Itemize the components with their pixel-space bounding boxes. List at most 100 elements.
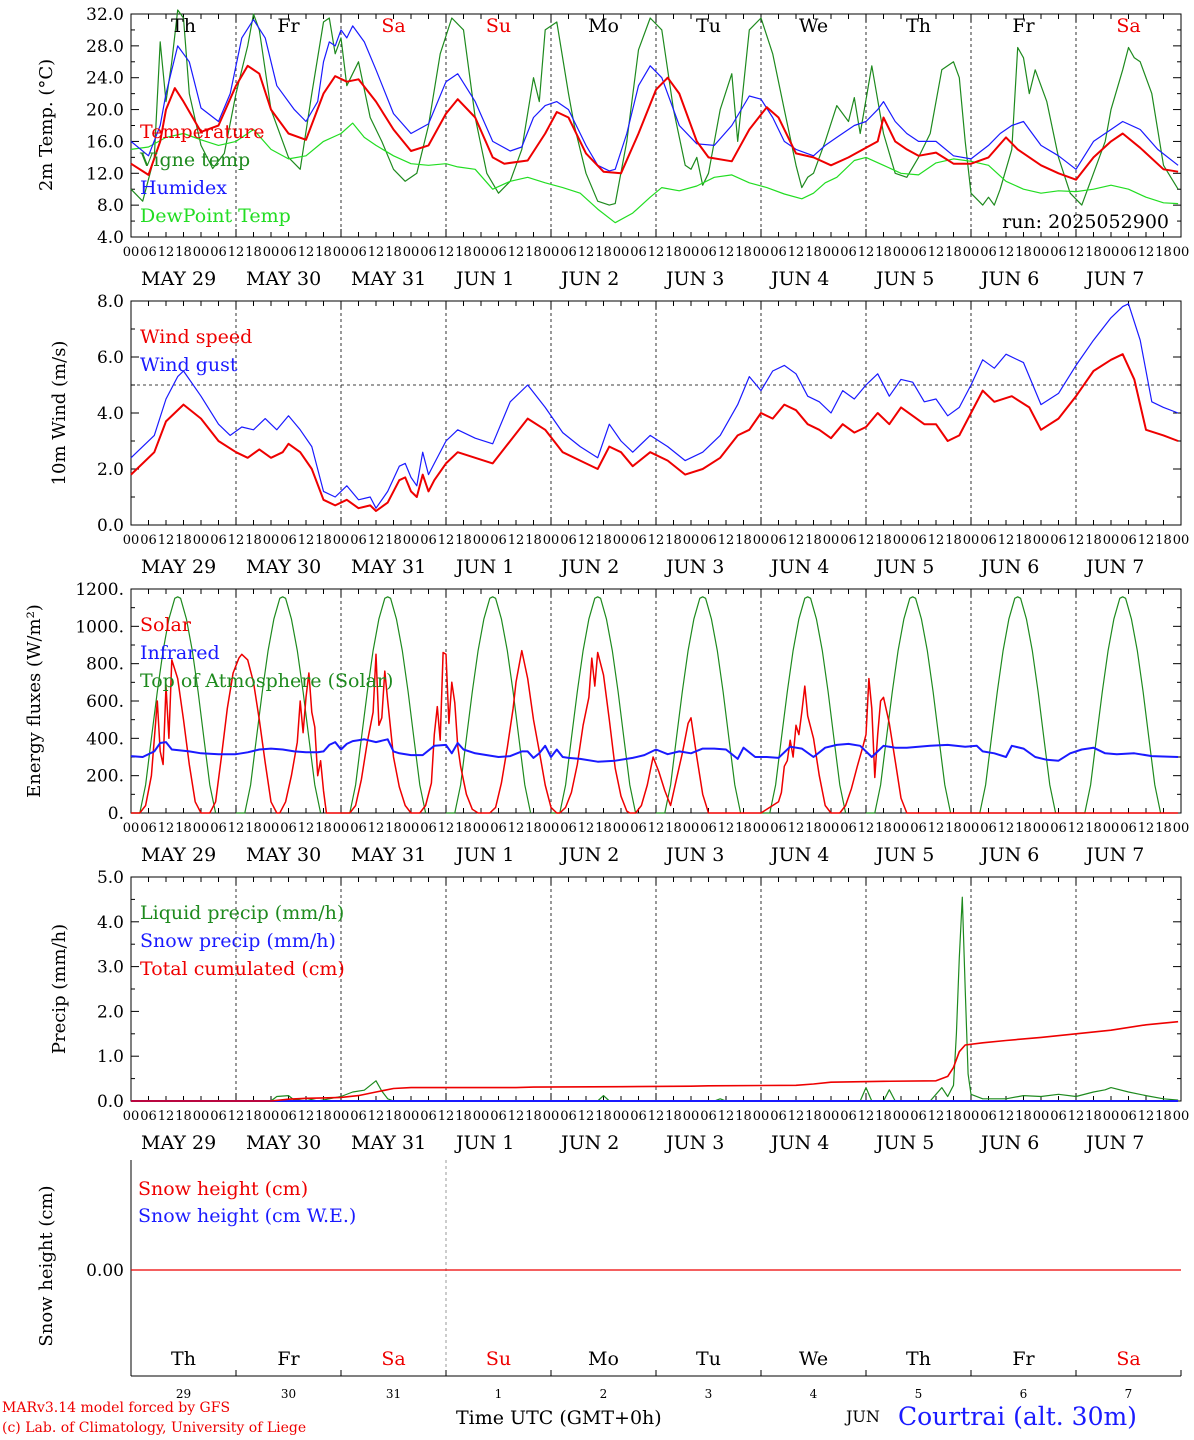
day-number-label: 30 (281, 1387, 296, 1401)
hour-tick-label: 12 (228, 533, 245, 548)
date-label: MAY 31 (351, 268, 426, 290)
legend-entry: Wind speed (140, 326, 252, 348)
hour-tick-label: 00 (1103, 533, 1120, 548)
hour-tick-label: 18 (735, 245, 752, 260)
date-label: JUN 6 (979, 268, 1039, 290)
weekday-label: Sa (381, 1348, 405, 1370)
hour-tick-label: 18 (1085, 533, 1102, 548)
day-number-label: 5 (915, 1387, 923, 1401)
y-tick-label: 2.0 (97, 1002, 124, 1022)
hour-tick-label: 18 (175, 1109, 192, 1124)
hour-tick-label: 18 (875, 821, 892, 836)
energy-flux-panel: 00 06 12 18 00 06 12 18 00 06 12 18 00 06 12 18 00 06 12 18… (24, 580, 1189, 866)
day-number-label: 3 (705, 1387, 713, 1401)
hour-tick-label: 00 (1173, 533, 1190, 548)
hour-tick-label: 00 (403, 533, 420, 548)
date-label: JUN 2 (559, 268, 619, 290)
hour-tick-label: 12 (298, 1109, 315, 1124)
hour-tick-label: 18 (1015, 1109, 1032, 1124)
date-label: JUN 7 (1084, 844, 1144, 866)
wind-panel: 00 06 12 18 00 06 12 18 00 06 12 18 00 06 12 18 00 06 12 18… (49, 292, 1189, 578)
hour-tick-label: 12 (718, 1109, 735, 1124)
hour-tick-label: 18 (175, 533, 192, 548)
hour-tick-label: 06 (1050, 1109, 1067, 1124)
hour-tick-label: 00 (473, 821, 490, 836)
series-wind-gust (130, 303, 1179, 509)
date-label: JUN 4 (769, 844, 829, 866)
series-toa-solar (341, 596, 427, 814)
hour-tick-label: 06 (630, 1109, 647, 1124)
hour-tick-label: 00 (753, 245, 770, 260)
y-axis-label: Precip (mm/h) (49, 924, 70, 1054)
hour-tick-label: 00 (893, 821, 910, 836)
date-label: JUN 2 (559, 556, 619, 578)
date-label: MAY 31 (351, 556, 426, 578)
hour-tick-label: 06 (560, 245, 577, 260)
series-temperature (130, 64, 1179, 181)
hour-tick-label: 12 (438, 1109, 455, 1124)
hour-tick-label: 06 (980, 533, 997, 548)
hour-tick-label: 18 (455, 1109, 472, 1124)
hour-tick-label: 00 (403, 821, 420, 836)
hour-tick-label: 18 (525, 1109, 542, 1124)
date-label: JUN 1 (454, 556, 514, 578)
y-tick-label: 200. (86, 767, 124, 787)
date-label: JUN 7 (1084, 268, 1144, 290)
y-axis-label: Snow height (cm) (36, 1185, 57, 1346)
hour-tick-label: 00 (193, 821, 210, 836)
series-toa-solar (761, 596, 847, 814)
hour-tick-label: 18 (595, 1109, 612, 1124)
hour-tick-label: 06 (700, 245, 717, 260)
hour-tick-label: 12 (368, 1109, 385, 1124)
y-tick-label: 8.0 (97, 196, 124, 216)
date-label: JUN 6 (979, 844, 1039, 866)
hour-tick-label: 18 (245, 821, 262, 836)
hour-tick-label: 06 (980, 1109, 997, 1124)
y-tick-label: 4.0 (97, 404, 124, 424)
snow-height-panel: 0.00 Snow height (cm) Snow height (cm) Snow… (36, 1160, 1182, 1401)
hour-tick-label: 12 (228, 821, 245, 836)
hour-tick-label: 00 (263, 533, 280, 548)
hour-tick-label: 12 (438, 533, 455, 548)
hour-tick-label: 12 (858, 1109, 875, 1124)
hour-tick-label: 00 (893, 1109, 910, 1124)
hour-tick-label: 18 (385, 245, 402, 260)
hour-tick-label: 18 (945, 245, 962, 260)
hour-tick-label: 06 (420, 245, 437, 260)
y-tick-label: 1.0 (97, 1047, 124, 1067)
hour-tick-label: 00 (333, 1109, 350, 1124)
hour-tick-label: 06 (490, 1109, 507, 1124)
y-tick-label: 28.0 (86, 37, 124, 57)
hour-tick-label: 12 (158, 821, 175, 836)
series-total-cumulated (131, 1020, 1179, 1102)
hour-tick-label: 12 (788, 1109, 805, 1124)
hour-tick-label: 06 (350, 245, 367, 260)
hour-tick-label: 12 (928, 533, 945, 548)
hour-tick-label: 00 (963, 533, 980, 548)
hour-tick-label: 00 (1173, 1109, 1190, 1124)
hour-tick-label: 18 (805, 245, 822, 260)
series-infrared (130, 738, 1179, 763)
weekday-label: We (799, 15, 828, 37)
weekday-label: We (799, 1348, 828, 1370)
y-axis-label: Energy fluxes (W/m²) (24, 604, 45, 798)
station-name: Courtrai (alt. 30m) (898, 1402, 1137, 1431)
hour-tick-label: 18 (1085, 821, 1102, 836)
hour-tick-label: 12 (508, 245, 525, 260)
hour-tick-label: 18 (385, 1109, 402, 1124)
hour-tick-label: 06 (350, 821, 367, 836)
hour-tick-label: 00 (823, 821, 840, 836)
hour-tick-label: 06 (770, 821, 787, 836)
hour-tick-label: 00 (823, 533, 840, 548)
hour-tick-label: 18 (315, 1109, 332, 1124)
hour-tick-label: 00 (1103, 245, 1120, 260)
hour-tick-label: 06 (1120, 245, 1137, 260)
weekday-label: Fr (1012, 15, 1035, 37)
hour-tick-label: 18 (665, 533, 682, 548)
y-tick-label: 32.0 (86, 5, 124, 25)
date-label: JUN 4 (769, 556, 829, 578)
y-tick-label: 800. (86, 655, 124, 675)
hour-tick-label: 00 (963, 1109, 980, 1124)
hour-tick-label: 12 (228, 1109, 245, 1124)
hour-tick-label: 00 (683, 245, 700, 260)
